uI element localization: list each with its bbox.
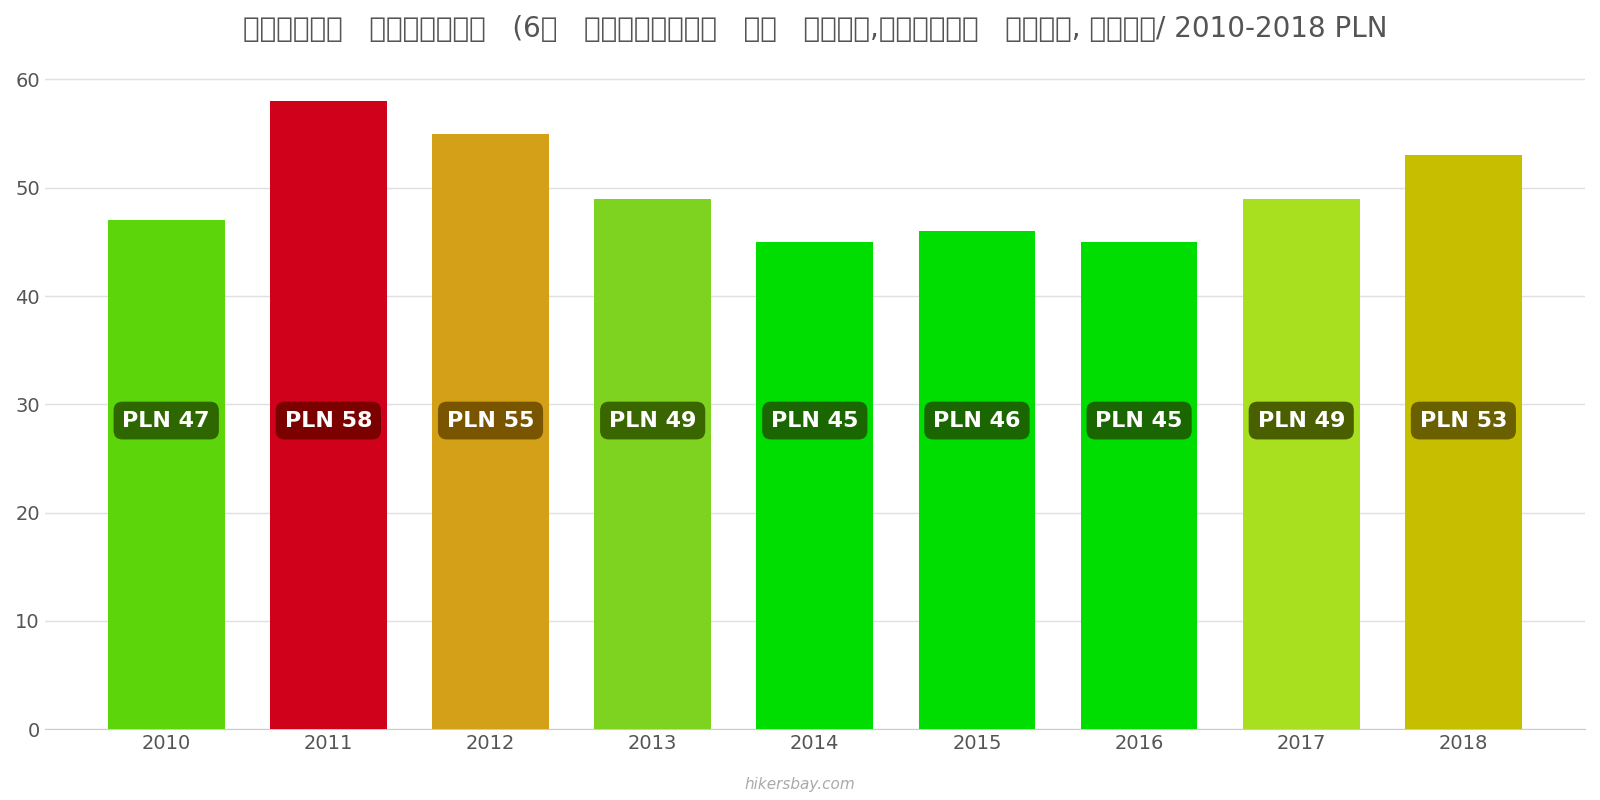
Text: PLN 46: PLN 46 [933, 410, 1021, 430]
Bar [270, 101, 387, 729]
Bar [1405, 155, 1522, 729]
Text: PLN 53: PLN 53 [1419, 410, 1507, 430]
Bar [107, 220, 224, 729]
Text: PLN 45: PLN 45 [1096, 410, 1182, 430]
Bar [1243, 198, 1360, 729]
Text: PLN 58: PLN 58 [285, 410, 373, 430]
Text: PLN 49: PLN 49 [610, 410, 696, 430]
Text: PLN 55: PLN 55 [446, 410, 534, 430]
Text: PLN 45: PLN 45 [771, 410, 859, 430]
Bar [432, 134, 549, 729]
Text: hikersbay.com: hikersbay.com [744, 777, 856, 792]
Title: पोलैंड   इंटरनेट   (6०   एमबीपीएस   या   अधिक,असीमित   डेटा, केबल/ 2010-2018 PLN: पोलैंड इंटरनेट (6० एमबीपीएस या अधिक,असीम… [243, 15, 1387, 43]
Bar [594, 198, 710, 729]
Bar [1080, 242, 1197, 729]
Bar [918, 231, 1035, 729]
Text: PLN 47: PLN 47 [123, 410, 210, 430]
Bar [757, 242, 874, 729]
Text: PLN 49: PLN 49 [1258, 410, 1346, 430]
